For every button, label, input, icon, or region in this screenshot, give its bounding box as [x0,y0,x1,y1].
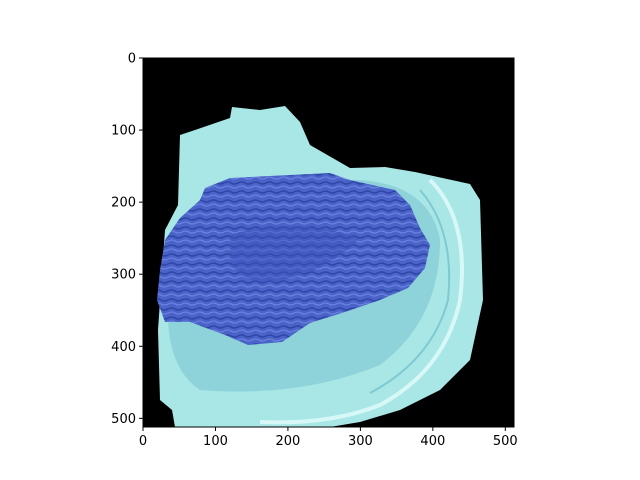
x-tick-label: 400 [420,434,445,449]
x-tick-label: 500 [493,434,518,449]
image-content [143,58,514,427]
x-tick-label: 300 [348,434,373,449]
y-tick-label: 500 [111,412,136,427]
y-tick-label: 200 [111,196,136,211]
y-tick-label: 300 [111,268,136,283]
axes-frame [142,57,515,428]
meat-region [157,173,430,345]
x-axis: 0 100 200 300 400 500 [139,427,518,449]
plate-rim-shadow [369,189,451,394]
y-tick-label: 400 [111,340,136,355]
y-tick-label: 100 [111,124,136,139]
meat-shade [230,225,360,283]
plate-rim-highlight [259,178,464,425]
x-tick-label: 100 [203,434,228,449]
x-tick-label: 200 [276,434,301,449]
y-axis: 0 100 200 300 400 500 [111,52,143,427]
x-tick-label: 0 [139,434,147,449]
image-axes: 0 100 200 300 400 500 0 100 200 300 400 500 [111,52,518,450]
y-tick-label: 0 [128,52,136,67]
